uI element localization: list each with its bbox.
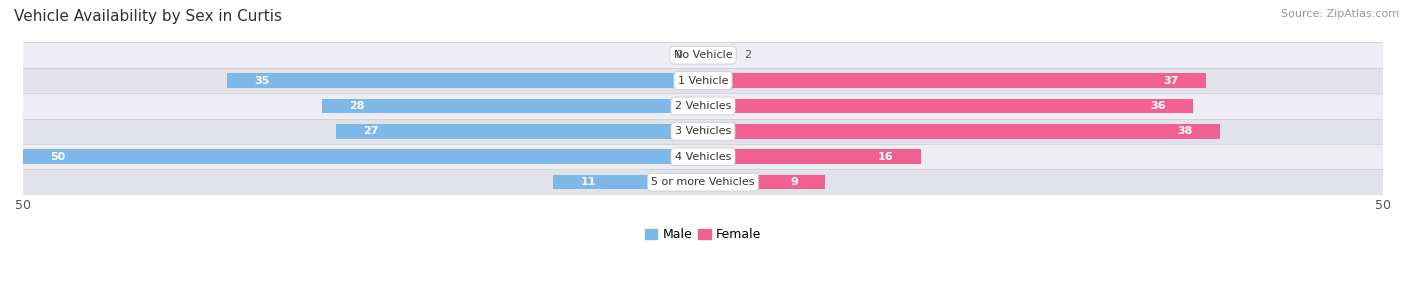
Bar — [703, 124, 1220, 139]
Text: 28: 28 — [350, 101, 366, 111]
Text: 38: 38 — [1177, 126, 1192, 136]
Text: 35: 35 — [254, 76, 270, 85]
Text: 2: 2 — [744, 50, 751, 60]
Bar — [703, 149, 921, 164]
Text: Source: ZipAtlas.com: Source: ZipAtlas.com — [1281, 9, 1399, 19]
Bar — [22, 119, 1384, 144]
Text: 1 Vehicle: 1 Vehicle — [678, 76, 728, 85]
Legend: Male, Female: Male, Female — [640, 224, 766, 246]
Bar — [22, 169, 1384, 195]
Bar — [703, 48, 730, 63]
Text: Vehicle Availability by Sex in Curtis: Vehicle Availability by Sex in Curtis — [14, 9, 283, 24]
Bar — [22, 68, 1384, 93]
Bar — [22, 93, 1384, 119]
Text: 11: 11 — [581, 177, 596, 187]
Text: 4 Vehicles: 4 Vehicles — [675, 152, 731, 162]
Text: 36: 36 — [1150, 101, 1166, 111]
Text: 9: 9 — [790, 177, 799, 187]
Text: 3 Vehicles: 3 Vehicles — [675, 126, 731, 136]
Bar — [22, 144, 1384, 169]
Bar — [703, 175, 825, 189]
Bar — [703, 73, 1206, 88]
Bar — [554, 175, 703, 189]
Text: No Vehicle: No Vehicle — [673, 50, 733, 60]
Text: 16: 16 — [877, 152, 893, 162]
Bar — [336, 124, 703, 139]
Bar — [703, 99, 1192, 113]
Bar — [22, 42, 1384, 68]
Text: 27: 27 — [363, 126, 378, 136]
Bar — [226, 73, 703, 88]
Text: 2 Vehicles: 2 Vehicles — [675, 101, 731, 111]
Text: 50: 50 — [51, 152, 66, 162]
Bar — [322, 99, 703, 113]
Text: 0: 0 — [676, 50, 682, 60]
Bar — [22, 149, 703, 164]
Text: 5 or more Vehicles: 5 or more Vehicles — [651, 177, 755, 187]
Text: 37: 37 — [1164, 76, 1180, 85]
